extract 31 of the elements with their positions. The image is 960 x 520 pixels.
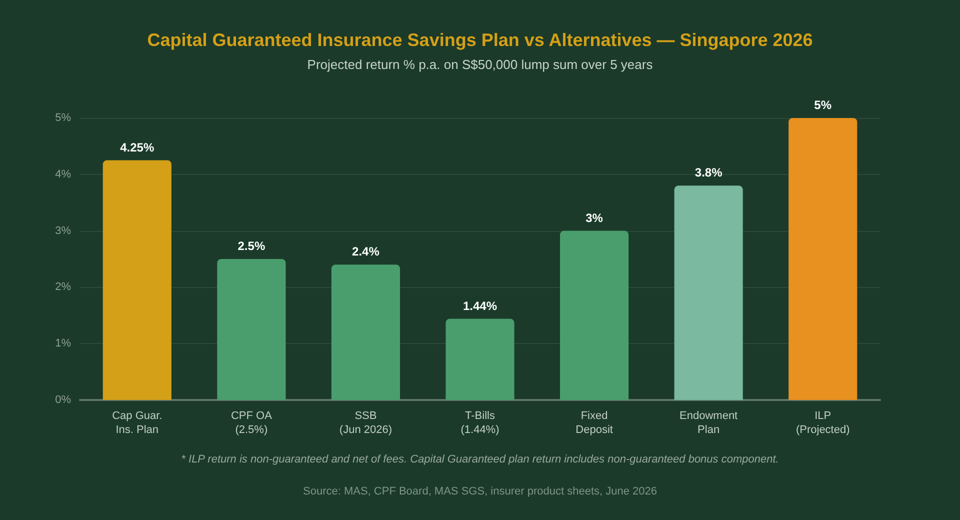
bar [788,118,858,400]
bar [674,186,743,400]
bar [331,264,400,400]
y-tick-label: 0% [55,394,72,406]
y-tick-label: 5% [55,112,72,124]
x-tick-label: ILP (Projected) [796,410,850,436]
data-label: 2.5% [238,239,266,253]
data-label: 5% [814,98,832,112]
y-tick-label: 2% [55,281,72,294]
data-label: 1.44% [462,298,498,313]
y-tick-label: 3% [55,224,72,237]
data-label: 3.8% [694,166,723,180]
bar [560,230,629,400]
chart-title: Capital Guaranteed Insurance Savings Plan vs Alternatives — Singapore 2026 [147,30,813,50]
bar [102,160,172,400]
x-tick-label: T-Bills (1.44%) [460,410,500,436]
data-label: 2.4% [352,244,380,259]
bar [217,259,286,400]
x-tick-label: SSB (Jun 2026) [339,410,392,436]
x-tick-label: Cap Guar. Ins. Plan [112,410,162,436]
text: * ILP return is non-guaranteed and net of fees. Capital Guaranteed plan return includes non-guaranteed bonus component. [181,454,779,466]
y-tick-label: 1% [55,338,72,350]
data-label: 3% [586,210,604,225]
x-tick-label: CPF OA (2.5%) [230,410,273,436]
x-tick-label: Endowment Plan [680,410,738,436]
y-tick-label: 4% [55,168,72,180]
bar [446,318,514,400]
x-tick-label: Fixed Deposit [576,410,613,436]
chart-subtitle: Projected return % p.a. on S$50,000 lump sum over 5 years [307,57,654,72]
data-label: 4.25% [120,140,154,154]
source-note: Source: MAS, CPF Board, MAS SGS, insurer product sheets, June 2026 [303,486,657,498]
